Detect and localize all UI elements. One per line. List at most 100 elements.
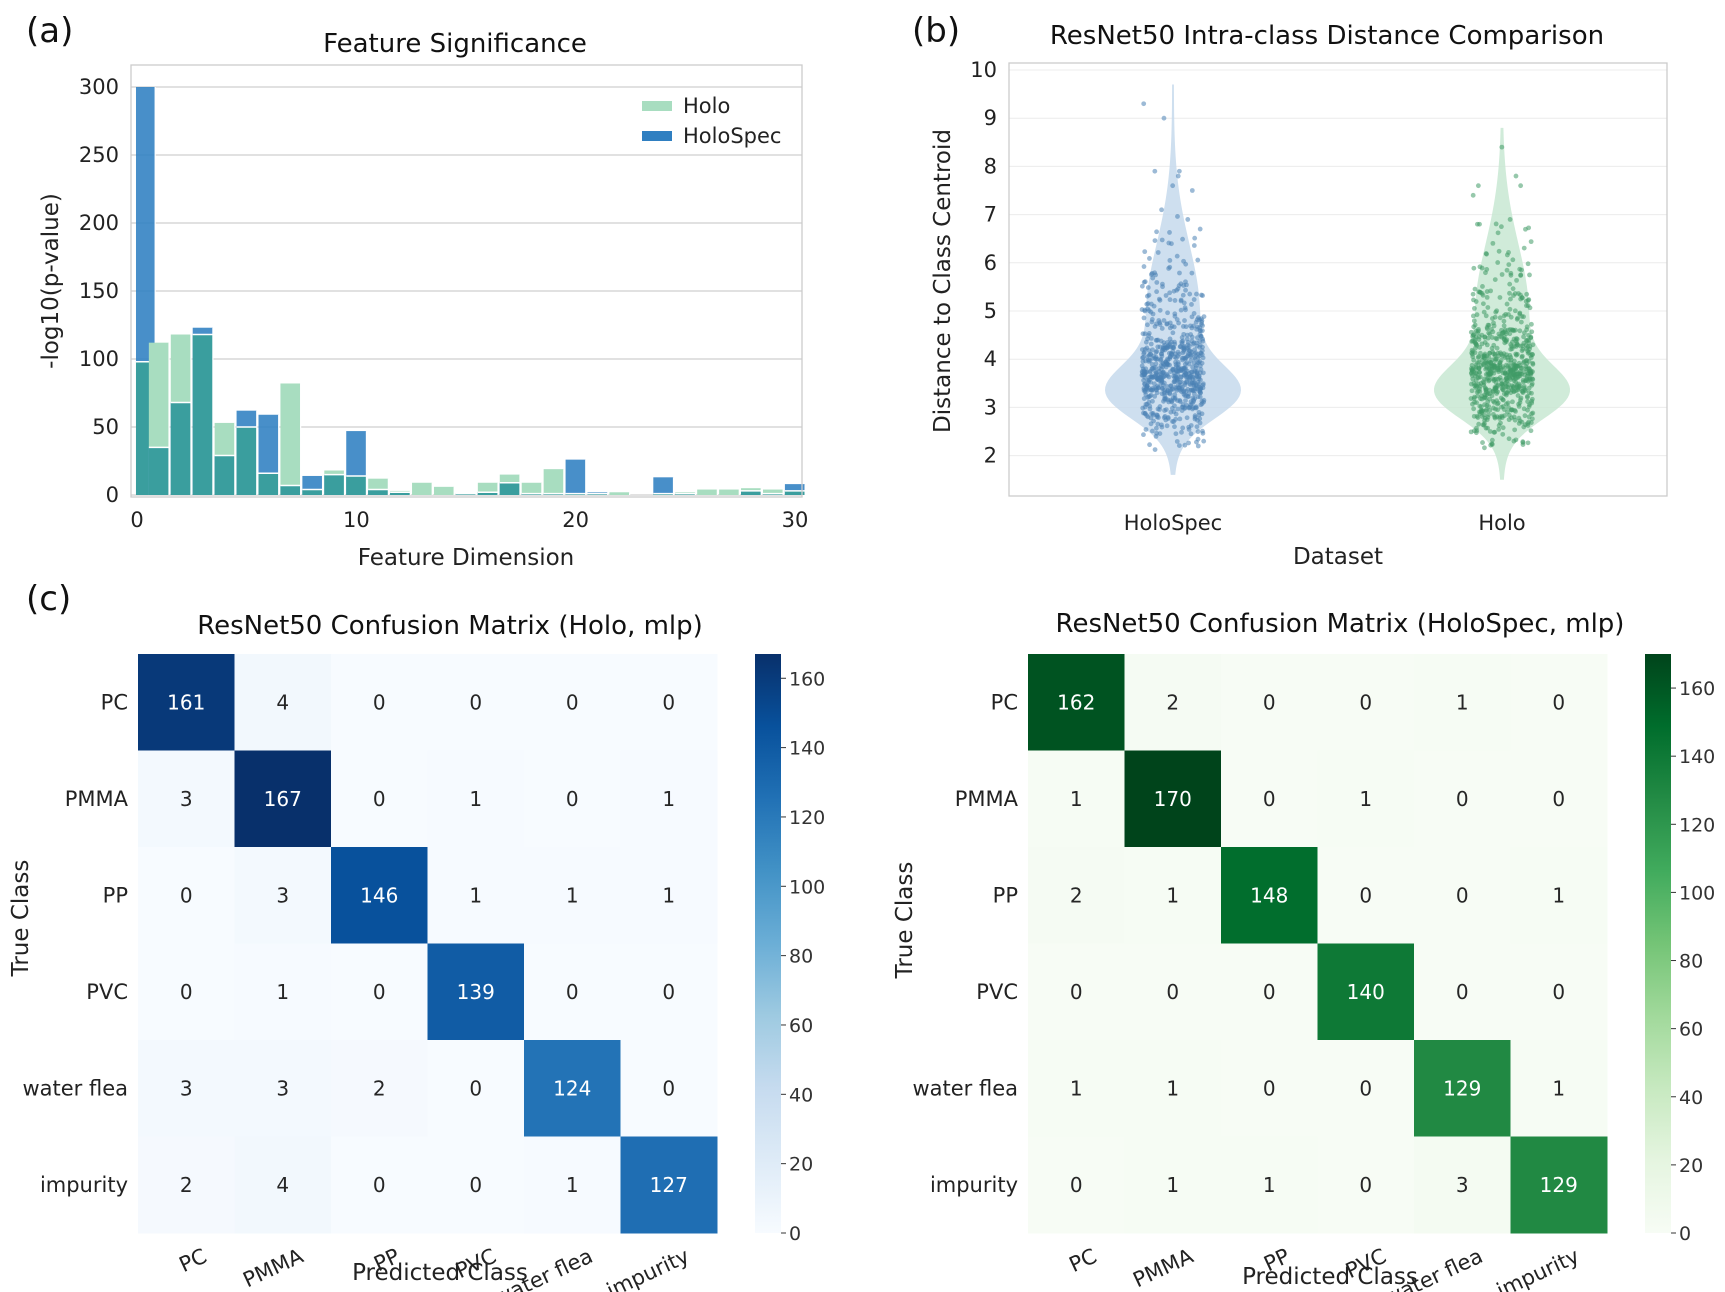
matrix-cell xyxy=(1028,847,1125,944)
strip-point-holo xyxy=(1494,345,1500,351)
strip-point-holo xyxy=(1475,221,1480,227)
cm2-ylabel: True Class xyxy=(892,862,918,980)
strip-point-holo xyxy=(1477,370,1482,376)
strip-point-holospec xyxy=(1143,339,1149,345)
colorbar-tick-label: 160 xyxy=(1679,678,1715,700)
strip-point-holo xyxy=(1516,373,1522,379)
strip-point-holospec xyxy=(1153,433,1159,439)
matrix-cell-value: 129 xyxy=(1443,1076,1481,1100)
strip-point-holo xyxy=(1507,368,1513,374)
strip-point-holospec xyxy=(1180,292,1186,298)
chart-b-frame xyxy=(1008,62,1668,497)
strip-point-holospec xyxy=(1182,361,1188,367)
strip-point-holo xyxy=(1491,411,1496,417)
strip-point-holospec xyxy=(1152,168,1158,174)
chart-b-ylabel: Distance to Class Centroid xyxy=(930,129,956,433)
matrix-cell-value: 2 xyxy=(373,1076,386,1100)
strip-point-holospec xyxy=(1195,324,1201,330)
colorbar xyxy=(755,654,781,1233)
bar-overlap xyxy=(324,474,345,495)
strip-point-holo xyxy=(1482,376,1487,382)
strip-point-holospec xyxy=(1195,429,1201,434)
strip-point-holo xyxy=(1529,398,1535,404)
strip-point-holospec xyxy=(1195,379,1201,385)
strip-point-holo xyxy=(1529,416,1535,422)
matrix-cell xyxy=(620,1040,718,1137)
matrix-cell xyxy=(524,943,621,1041)
col-label-pc: PC xyxy=(175,1244,210,1277)
matrix-cell xyxy=(234,750,332,848)
matrix-cell-value: 0 xyxy=(1166,980,1179,1004)
strip-point-holo xyxy=(1498,420,1503,426)
strip-point-holospec xyxy=(1165,416,1171,421)
strip-point-holo xyxy=(1530,410,1536,416)
strip-point-holo xyxy=(1521,245,1527,251)
strip-point-holospec xyxy=(1177,416,1183,422)
strip-point-holospec xyxy=(1183,307,1188,313)
strip-point-holo xyxy=(1524,324,1530,330)
strip-point-holospec xyxy=(1174,439,1180,444)
strip-point-holo xyxy=(1513,173,1519,179)
strip-point-holospec xyxy=(1159,351,1165,357)
matrix-cell xyxy=(138,654,235,751)
strip-point-holospec xyxy=(1172,354,1178,360)
strip-point-holo xyxy=(1492,415,1498,421)
strip-point-holospec xyxy=(1171,366,1176,372)
strip-point-holo xyxy=(1472,373,1478,379)
strip-point-holospec xyxy=(1179,404,1185,410)
strip-point-holo xyxy=(1471,413,1477,419)
colorbar-tick-label: 140 xyxy=(1679,746,1715,768)
strip-point-holospec xyxy=(1149,361,1155,367)
strip-point-holospec xyxy=(1154,390,1160,396)
strip-point-holo xyxy=(1484,294,1490,300)
strip-point-holospec xyxy=(1194,424,1200,430)
strip-point-holospec xyxy=(1156,318,1162,323)
matrix-cell xyxy=(138,1136,235,1234)
strip-point-holo xyxy=(1502,380,1508,386)
strip-point-holospec xyxy=(1160,346,1166,352)
strip-point-holospec xyxy=(1175,214,1180,219)
strip-point-holo xyxy=(1495,389,1500,395)
matrix-cell-value: 170 xyxy=(1154,787,1192,811)
strip-point-holo xyxy=(1469,350,1475,356)
strip-point-holo xyxy=(1495,384,1500,389)
strip-point-holo xyxy=(1469,388,1475,394)
matrix-cell xyxy=(1124,943,1222,1041)
strip-point-holo xyxy=(1499,272,1505,277)
strip-point-holo xyxy=(1475,393,1481,399)
strip-point-holo xyxy=(1505,363,1511,369)
bar-holo xyxy=(433,486,455,495)
colorbar-tick-label: 20 xyxy=(1679,1155,1703,1177)
strip-point-holo xyxy=(1473,430,1479,436)
strip-point-holo xyxy=(1508,270,1514,276)
strip-point-holo xyxy=(1498,377,1504,383)
colorbar-tick-label: 20 xyxy=(789,1154,813,1176)
strip-point-holospec xyxy=(1167,290,1173,296)
strip-point-holo xyxy=(1528,428,1534,434)
cm1-ylabel: True Class xyxy=(8,860,34,978)
row-label-impurity: impurity xyxy=(930,1173,1018,1197)
strip-point-holo xyxy=(1498,357,1504,363)
strip-point-holo xyxy=(1484,342,1490,348)
matrix-cell xyxy=(1414,943,1511,1041)
chart-b-ytick-label: 9 xyxy=(984,106,997,130)
strip-point-holospec xyxy=(1201,314,1207,320)
strip-point-holospec xyxy=(1189,188,1195,193)
strip-point-holospec xyxy=(1174,253,1180,259)
strip-point-holo xyxy=(1474,425,1479,431)
strip-point-holo xyxy=(1491,429,1497,435)
strip-point-holospec xyxy=(1197,394,1203,400)
strip-point-holospec xyxy=(1159,372,1164,378)
matrix-cell-value: 0 xyxy=(1359,1173,1372,1197)
strip-point-holo xyxy=(1497,295,1503,300)
strip-point-holo xyxy=(1472,350,1478,356)
strip-point-holospec xyxy=(1160,364,1166,370)
matrix-cell xyxy=(1221,654,1318,751)
strip-point-holo xyxy=(1491,320,1496,326)
bar-holo xyxy=(412,482,433,495)
bar-holo xyxy=(521,482,542,495)
strip-point-holo xyxy=(1476,374,1482,380)
strip-point-holospec xyxy=(1181,355,1187,361)
strip-point-holo xyxy=(1496,248,1502,254)
matrix-cell-value: 0 xyxy=(469,1173,482,1197)
